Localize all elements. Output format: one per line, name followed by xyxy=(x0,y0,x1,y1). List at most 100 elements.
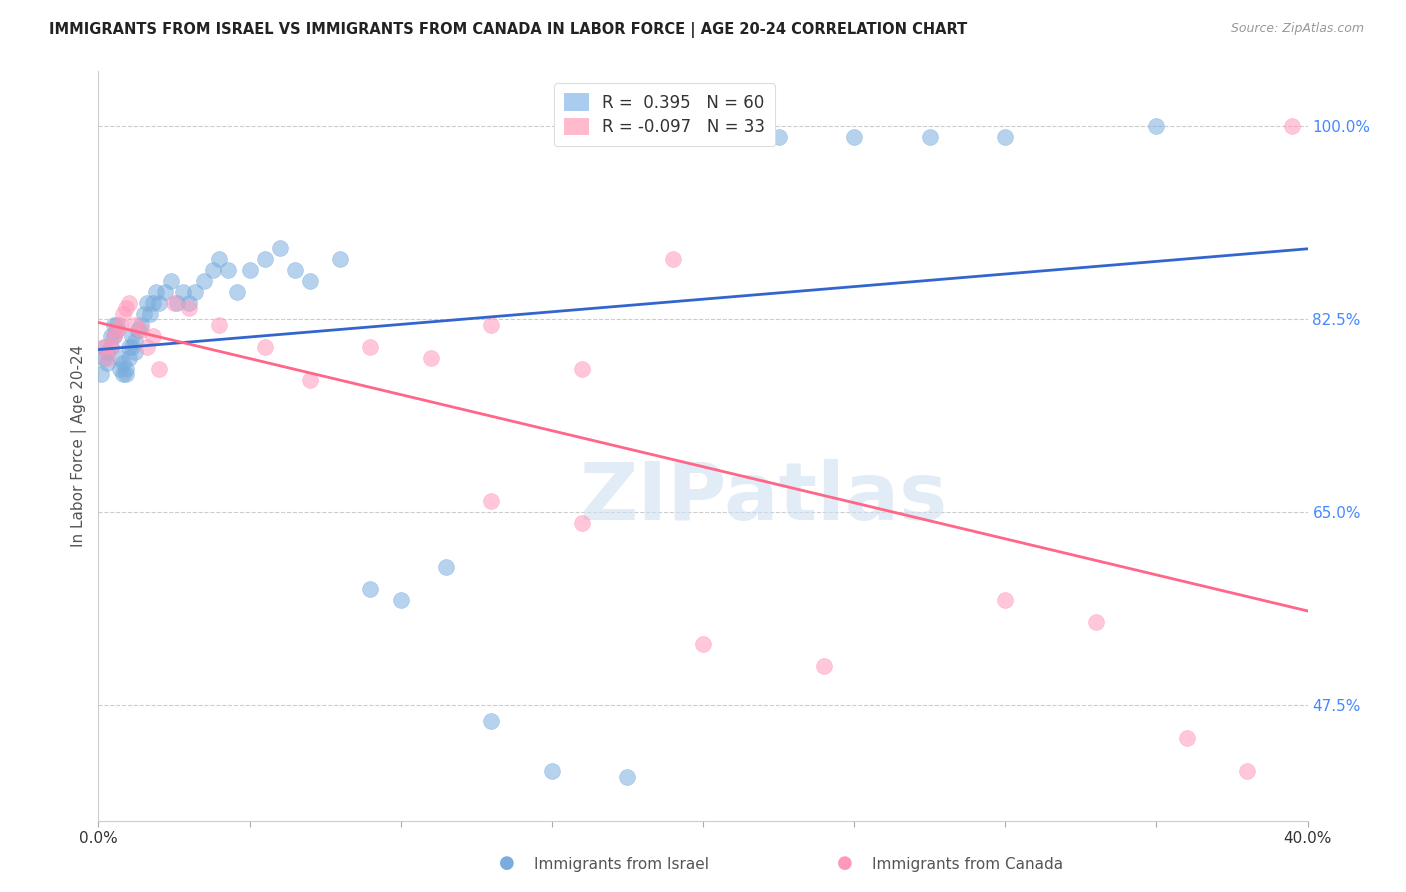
Point xyxy=(918,130,941,145)
Point xyxy=(813,659,835,673)
Point xyxy=(160,274,183,288)
Point xyxy=(994,593,1017,607)
Text: Source: ZipAtlas.com: Source: ZipAtlas.com xyxy=(1230,22,1364,36)
Point xyxy=(661,252,683,266)
Point xyxy=(121,340,143,354)
Point xyxy=(420,351,443,365)
Point xyxy=(153,285,176,299)
Point xyxy=(844,130,866,145)
Point xyxy=(114,301,136,316)
Point xyxy=(360,582,382,597)
Point xyxy=(179,295,201,310)
Point xyxy=(768,130,790,145)
Point xyxy=(96,345,118,359)
Point xyxy=(100,340,122,354)
Legend: R =  0.395   N = 60, R = -0.097   N = 33: R = 0.395 N = 60, R = -0.097 N = 33 xyxy=(554,84,776,146)
Point xyxy=(434,560,457,574)
Point xyxy=(163,295,186,310)
Point xyxy=(139,307,162,321)
Point xyxy=(124,318,146,332)
Point xyxy=(100,328,122,343)
Point xyxy=(129,318,152,332)
Point xyxy=(269,241,291,255)
Point xyxy=(1085,615,1108,630)
Point xyxy=(132,307,155,321)
Point xyxy=(148,362,170,376)
Point xyxy=(571,362,593,376)
Point xyxy=(118,295,141,310)
Point xyxy=(329,252,352,266)
Point xyxy=(108,318,131,332)
Point xyxy=(135,295,157,310)
Point xyxy=(108,351,131,365)
Point xyxy=(124,345,146,359)
Point xyxy=(299,373,322,387)
Point xyxy=(571,516,593,530)
Point xyxy=(114,368,136,382)
Point xyxy=(90,368,112,382)
Point xyxy=(184,285,207,299)
Point xyxy=(540,764,562,778)
Point xyxy=(1236,764,1258,778)
Point xyxy=(105,323,128,337)
Point xyxy=(389,593,412,607)
Point xyxy=(129,323,152,337)
Point xyxy=(103,328,125,343)
Point xyxy=(284,262,307,277)
Point xyxy=(135,340,157,354)
Point xyxy=(118,351,141,365)
Point xyxy=(93,340,115,354)
Point xyxy=(226,285,249,299)
Point xyxy=(202,262,225,277)
Point xyxy=(253,340,276,354)
Point xyxy=(103,328,125,343)
Point xyxy=(108,362,131,376)
Point xyxy=(100,340,122,354)
Point xyxy=(1175,731,1198,745)
Point xyxy=(239,262,262,277)
Text: IMMIGRANTS FROM ISRAEL VS IMMIGRANTS FROM CANADA IN LABOR FORCE | AGE 20-24 CORR: IMMIGRANTS FROM ISRAEL VS IMMIGRANTS FRO… xyxy=(49,22,967,38)
Point xyxy=(1144,120,1167,134)
Point xyxy=(96,356,118,370)
Point xyxy=(253,252,276,266)
Point xyxy=(616,770,638,784)
Point xyxy=(93,351,115,365)
Point xyxy=(994,130,1017,145)
Point xyxy=(105,323,128,337)
Point xyxy=(142,328,165,343)
Point xyxy=(124,334,146,349)
Point xyxy=(360,340,382,354)
Point xyxy=(481,714,503,729)
Text: Immigrants from Canada: Immigrants from Canada xyxy=(872,857,1063,872)
Point xyxy=(148,295,170,310)
Point xyxy=(299,274,322,288)
Point xyxy=(217,262,239,277)
Text: ●: ● xyxy=(499,855,515,872)
Point xyxy=(208,318,231,332)
Point xyxy=(172,285,194,299)
Point xyxy=(208,252,231,266)
Point xyxy=(111,368,134,382)
Point xyxy=(111,356,134,370)
Point xyxy=(121,328,143,343)
Point xyxy=(481,494,503,508)
Point xyxy=(105,318,128,332)
Point xyxy=(127,323,149,337)
Point xyxy=(692,637,714,651)
Point xyxy=(111,307,134,321)
Point xyxy=(142,295,165,310)
Text: Immigrants from Israel: Immigrants from Israel xyxy=(534,857,709,872)
Point xyxy=(118,340,141,354)
Text: ZIPatlas: ZIPatlas xyxy=(579,459,948,538)
Point xyxy=(96,351,118,365)
Point xyxy=(692,130,714,145)
Point xyxy=(166,295,188,310)
Point xyxy=(93,340,115,354)
Point xyxy=(103,318,125,332)
Y-axis label: In Labor Force | Age 20-24: In Labor Force | Age 20-24 xyxy=(72,345,87,547)
Point xyxy=(145,285,167,299)
Point xyxy=(1281,120,1303,134)
Point xyxy=(179,301,201,316)
Point xyxy=(193,274,215,288)
Text: ●: ● xyxy=(837,855,852,872)
